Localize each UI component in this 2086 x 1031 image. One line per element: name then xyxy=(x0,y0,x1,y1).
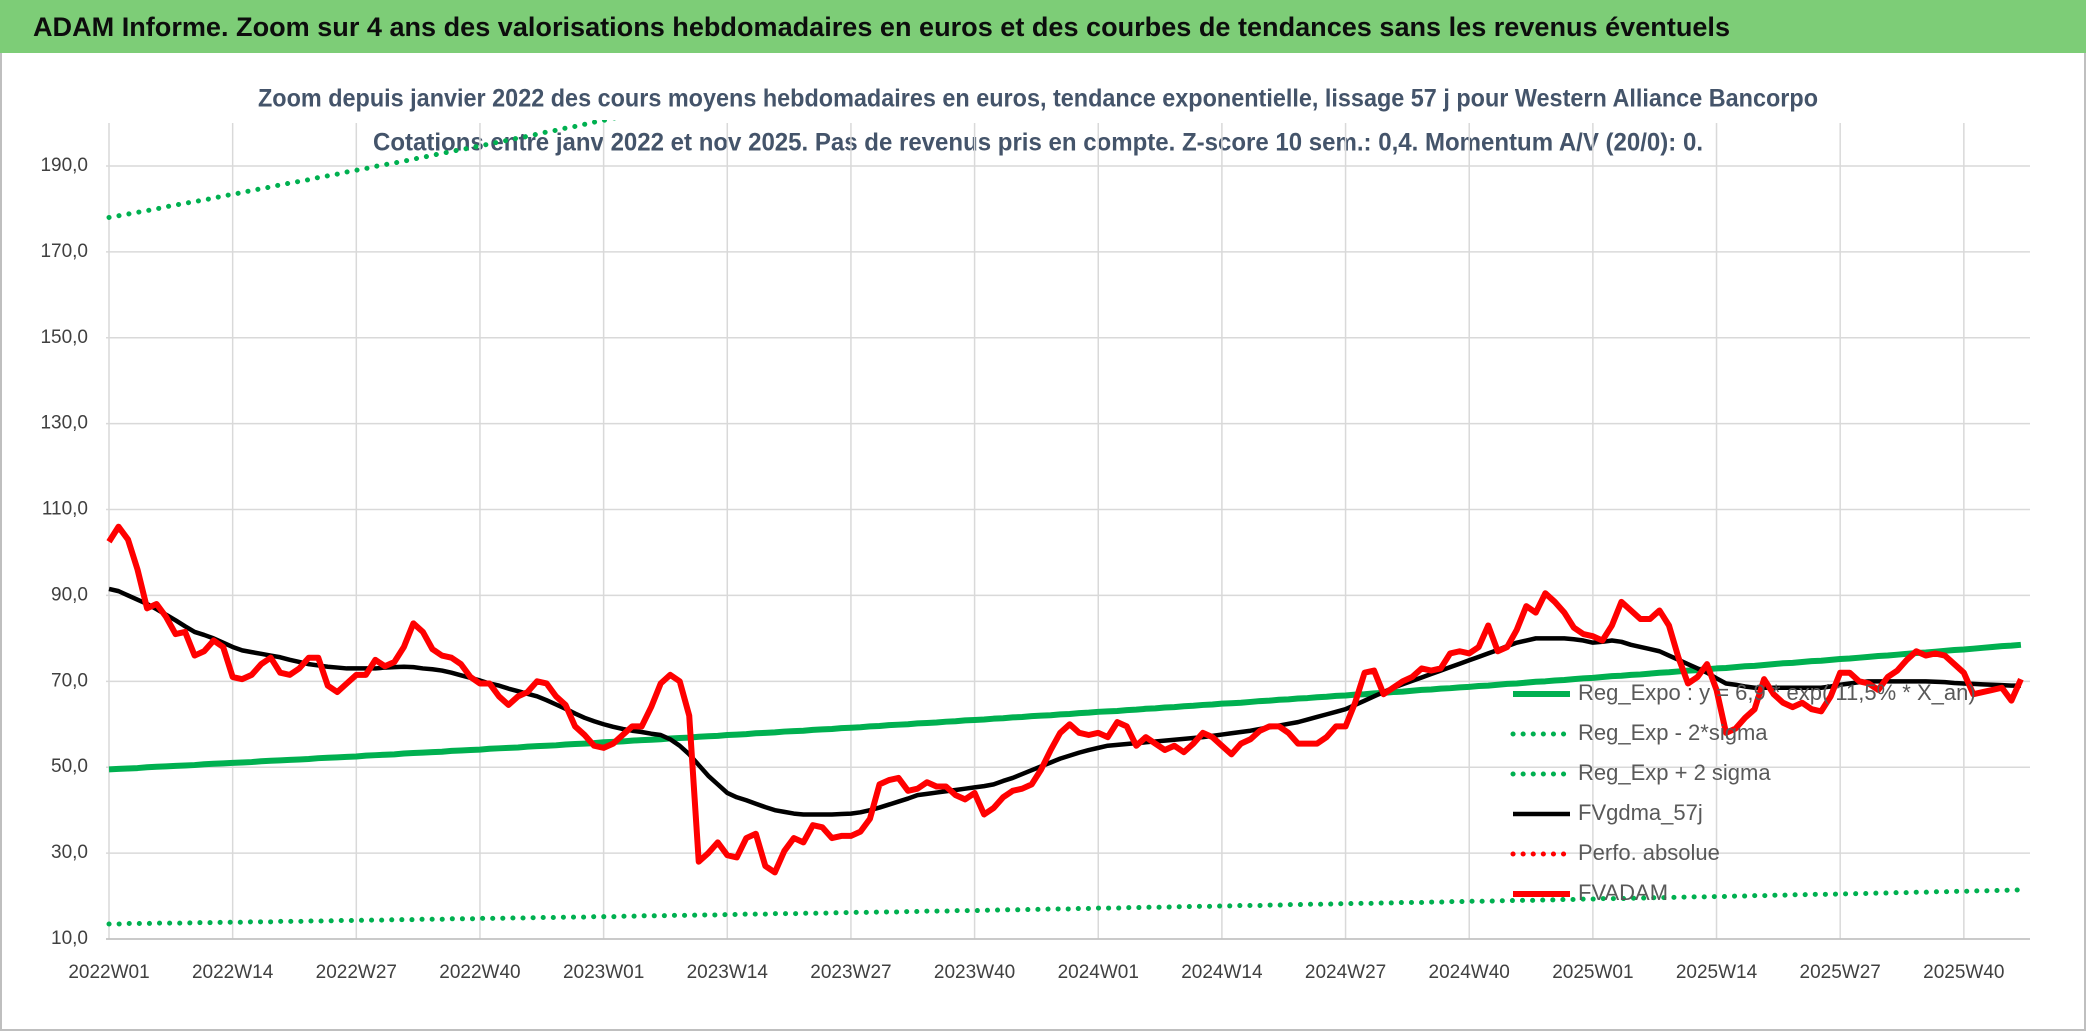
series-line xyxy=(106,120,617,220)
x-tick-label: 2025W01 xyxy=(1552,962,1633,983)
y-tick-label: 70,0 xyxy=(51,670,88,691)
chart-subtitle: Cotations entre janv 2022 et nov 2025. P… xyxy=(373,129,1703,157)
legend: Reg_Expo : y = 6,9 * exp( 11,5% * X_an) R… xyxy=(1510,680,1976,905)
legend-label: Reg_Exp + 2 sigma xyxy=(1578,760,1771,785)
y-tick-label: 130,0 xyxy=(40,413,88,434)
x-tick-label: 2024W14 xyxy=(1181,962,1263,983)
plot-lines xyxy=(106,120,2024,927)
y-tick-label: 190,0 xyxy=(40,155,88,176)
legend-label: Perfo. absolue xyxy=(1578,840,1720,865)
header-title: ADAM Informe. Zoom sur 4 ans des valoris… xyxy=(33,12,1730,42)
chart-title: Zoom depuis janvier 2022 des cours moyen… xyxy=(258,85,1818,113)
x-tick-label: 2023W27 xyxy=(810,962,891,983)
x-tick-label: 2022W14 xyxy=(192,962,274,983)
x-tick-label: 2022W27 xyxy=(316,962,397,983)
x-tick-label: 2023W14 xyxy=(687,962,769,983)
legend-label: Reg_Expo : y = 6,9 * exp( 11,5% * X_an) xyxy=(1578,680,1976,705)
series-line xyxy=(106,523,2024,876)
x-tick-label: 2025W40 xyxy=(1923,962,2004,983)
x-tick-label: 2022W01 xyxy=(68,962,149,983)
y-tick-label: 50,0 xyxy=(51,756,88,777)
x-tick-label: 2024W27 xyxy=(1305,962,1386,983)
x-tick-label: 2024W01 xyxy=(1058,962,1139,983)
x-tick-label: 2025W27 xyxy=(1800,962,1881,983)
y-tick-label: 10,0 xyxy=(51,928,88,949)
y-tick-label: 170,0 xyxy=(40,241,88,262)
y-tick-label: 30,0 xyxy=(51,842,88,863)
y-tick-label: 150,0 xyxy=(40,327,88,348)
series-line xyxy=(106,887,2024,927)
legend-label: FVgdma_57j xyxy=(1578,800,1703,825)
x-tick-label: 2025W14 xyxy=(1676,962,1758,983)
x-tick-label: 2024W40 xyxy=(1429,962,1510,983)
y-tick-label: 110,0 xyxy=(42,499,88,520)
grid: 10,0 30,0 50,0 70,0 90,0 110,0 130,0 150,0 170,0… xyxy=(40,123,2030,983)
legend-label: FVADAM xyxy=(1578,880,1668,905)
x-tick-label: 2023W01 xyxy=(563,962,644,983)
header-bar xyxy=(0,0,2086,53)
legend-label: Reg_Exp - 2*sigma xyxy=(1578,720,1768,745)
x-tick-label: 2023W40 xyxy=(934,962,1015,983)
y-tick-label: 90,0 xyxy=(51,584,88,605)
x-tick-label: 2022W40 xyxy=(439,962,520,983)
